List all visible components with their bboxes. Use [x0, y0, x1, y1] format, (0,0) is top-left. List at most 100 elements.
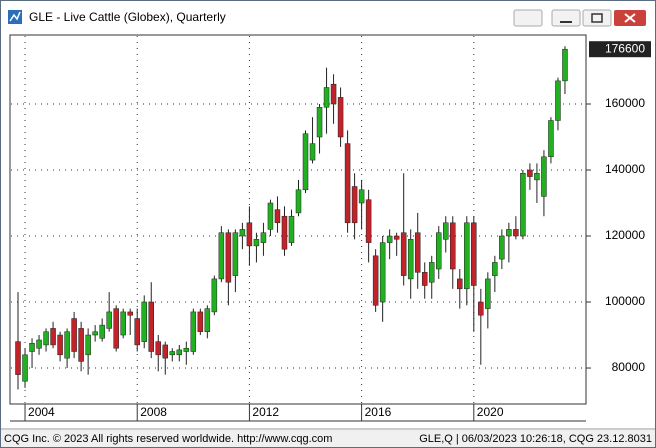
candle-body — [499, 235, 505, 260]
candle-body — [457, 278, 463, 290]
candle-body — [57, 334, 63, 356]
plot-area — [9, 34, 587, 405]
candle-body — [274, 209, 281, 224]
candle-body — [421, 272, 428, 286]
candle-body — [295, 189, 302, 214]
candle-body — [253, 239, 260, 247]
candle-body — [71, 318, 77, 352]
candle-body — [148, 301, 154, 352]
candle-body — [155, 341, 162, 356]
candle-body — [281, 215, 288, 250]
candle-body — [443, 222, 449, 240]
y-tick-label: 160000 — [605, 96, 645, 110]
candle-body — [541, 156, 547, 197]
candle-body — [197, 311, 204, 332]
candle-body — [211, 278, 218, 313]
candle-body — [316, 107, 323, 138]
candle-body — [64, 331, 70, 359]
candle-body — [492, 262, 498, 276]
candle-body — [246, 222, 253, 247]
candle-body — [435, 232, 442, 270]
candle-body — [555, 80, 561, 121]
candle-body — [99, 324, 105, 339]
x-tick-label: 2012 — [252, 405, 279, 419]
candle-body — [365, 199, 372, 243]
candle-body — [141, 301, 147, 342]
candle-body — [225, 232, 232, 283]
candle-body — [478, 301, 484, 316]
minimize-button[interactable] — [551, 9, 581, 27]
candle-body — [400, 232, 407, 276]
candle-body — [548, 120, 554, 158]
candle-body — [323, 87, 330, 108]
candle-body — [92, 331, 98, 336]
y-tick-label: 80000 — [612, 360, 646, 374]
candle-body — [393, 235, 400, 240]
candle-body — [204, 308, 211, 332]
candle-body — [534, 173, 540, 181]
candle-body — [127, 311, 133, 316]
candle-body — [169, 351, 176, 356]
candle-body — [407, 239, 414, 280]
candle-body — [513, 229, 519, 237]
candle-body — [50, 328, 56, 346]
last-price-box — [589, 41, 651, 58]
candle-body — [372, 255, 379, 306]
y-tick-label: 140000 — [605, 162, 645, 176]
candle-body — [267, 202, 274, 230]
candle-body — [520, 173, 526, 237]
restore-button[interactable] — [582, 9, 612, 27]
candle-body — [190, 311, 197, 352]
y-tick-label: 100000 — [605, 294, 645, 308]
footer-right: GLE,Q | 06/03/2023 10:26:18, CQG 23.12.8… — [419, 433, 652, 445]
candle-body — [288, 215, 295, 243]
candle-body — [218, 232, 225, 280]
candle-body — [302, 133, 309, 191]
candle-body — [414, 232, 421, 273]
x-tick-label: 2004 — [28, 405, 55, 419]
candle-body — [43, 331, 49, 346]
candle-body — [162, 344, 169, 359]
candle-body — [176, 349, 183, 356]
candle-body — [232, 232, 239, 276]
candle-body — [562, 48, 568, 82]
restore-glyph — [591, 13, 603, 23]
candle-body — [379, 242, 386, 303]
candle-body — [351, 186, 358, 224]
candle-body — [260, 232, 267, 243]
candle-body — [428, 262, 435, 283]
app-icon-glyph — [9, 11, 21, 22]
x-tick-label: 2008 — [140, 405, 167, 419]
close-glyph — [624, 13, 636, 23]
candle-body — [36, 339, 42, 349]
y-tick-label: 120000 — [605, 228, 645, 242]
candle-body — [15, 341, 21, 375]
title-bar — [1, 1, 655, 33]
candle-body — [106, 311, 112, 329]
candle-body — [344, 143, 351, 224]
chart-title: GLE - Live Cattle (Globex), Quarterly — [29, 10, 226, 24]
candle-body — [29, 343, 35, 352]
footer-left: CQG Inc. © 2023 All rights reserved worl… — [4, 433, 332, 445]
candle-body — [527, 169, 533, 177]
candle-body — [464, 222, 470, 290]
candle-body — [78, 328, 84, 362]
candle-body — [337, 97, 344, 138]
candle-body — [330, 83, 337, 105]
last-price-label: 176600 — [605, 41, 645, 55]
candle-body — [183, 347, 190, 352]
candle-body — [309, 143, 316, 161]
x-tick-label: 2016 — [365, 405, 392, 419]
candle-body — [506, 229, 512, 237]
candle-body — [22, 354, 28, 382]
candle-body — [386, 235, 393, 243]
candle-body — [134, 318, 140, 346]
candle-body — [471, 222, 477, 286]
candle-body — [239, 229, 246, 237]
candle-body — [358, 189, 365, 204]
candle-body — [120, 311, 126, 336]
footer — [1, 430, 655, 447]
candle-body — [485, 278, 491, 309]
link-button[interactable] — [513, 9, 543, 27]
